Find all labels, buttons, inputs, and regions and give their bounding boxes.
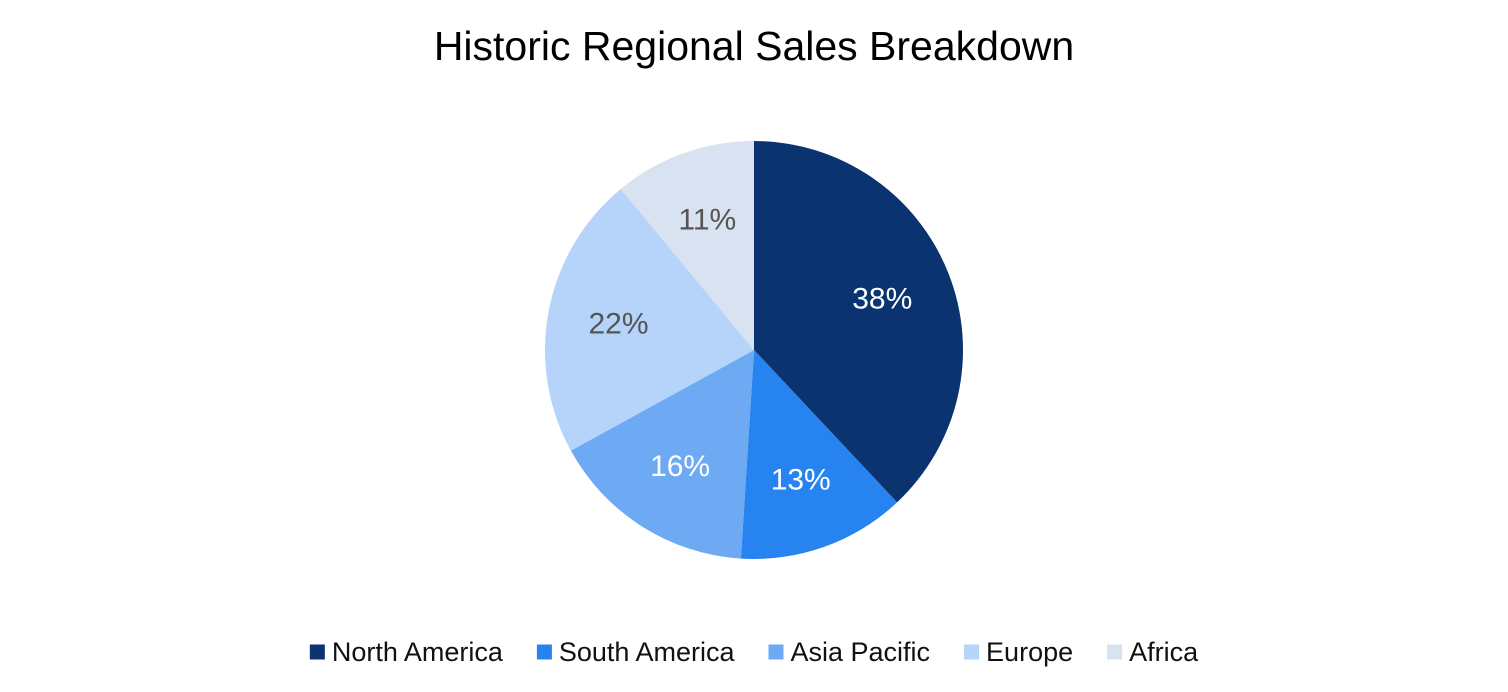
slice-label-europe: 22% bbox=[588, 308, 648, 341]
slice-label-south-america: 13% bbox=[771, 463, 831, 496]
legend: North America South America Asia Pacific Eu… bbox=[309, 637, 1199, 667]
legend-item-europe: Europe bbox=[964, 637, 1073, 667]
legend-item-africa: Africa bbox=[1107, 637, 1199, 667]
pie-slice-north-america bbox=[754, 141, 963, 503]
legend-label-europe: Europe bbox=[986, 637, 1073, 667]
pie-slice-asia-pacific bbox=[570, 350, 754, 559]
legend-item-south-america: South America bbox=[536, 637, 736, 667]
pie-slice-labels: 38% 13% 16% 22% 11% bbox=[588, 204, 912, 497]
legend-label-africa: Africa bbox=[1129, 637, 1199, 667]
legend-item-asia-pacific: Asia Pacific bbox=[768, 637, 930, 667]
legend-swatch-asia-pacific bbox=[768, 644, 784, 660]
slice-label-north-america: 38% bbox=[852, 283, 912, 316]
pie-slices bbox=[545, 141, 963, 559]
pie-slice-europe bbox=[545, 188, 754, 451]
legend-swatch-north-america bbox=[309, 644, 325, 660]
legend-label-north-america: North America bbox=[332, 637, 504, 667]
legend-swatch-south-america bbox=[536, 644, 552, 660]
pie-slice-south-america bbox=[740, 350, 898, 559]
pie-slice-africa bbox=[620, 141, 754, 350]
legend-swatch-africa bbox=[1107, 644, 1123, 660]
legend-label-south-america: South America bbox=[559, 637, 736, 667]
legend-swatch-europe bbox=[964, 644, 980, 660]
legend-item-north-america: North America bbox=[309, 637, 504, 667]
chart-title: Historic Regional Sales Breakdown bbox=[434, 23, 1074, 69]
legend-label-asia-pacific: Asia Pacific bbox=[790, 637, 930, 667]
slice-label-africa: 11% bbox=[678, 204, 736, 237]
slice-label-asia-pacific: 16% bbox=[650, 450, 710, 483]
